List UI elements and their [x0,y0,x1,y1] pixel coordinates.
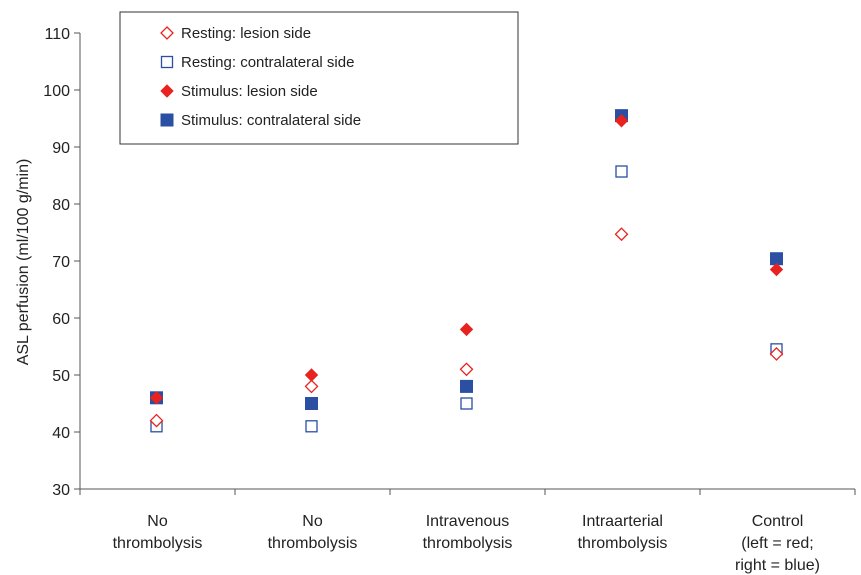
data-point [304,379,319,394]
x-category-label-line: No [302,513,323,530]
data-point [769,262,784,277]
legend-marker [160,26,174,40]
legend-marker [160,84,174,98]
y-tick-label: 100 [43,83,70,100]
legend-marker [160,55,174,69]
y-tick-label: 70 [52,254,70,271]
x-category-label: Intravenous thrombolysis [423,513,513,552]
data-points [149,109,784,433]
x-category-label-line: thrombolysis [268,535,358,552]
x-category-label-line: right = blue) [735,557,820,574]
y-tick-label: 110 [44,26,70,43]
data-point [459,362,474,377]
y-axis: 30 40 50 60 70 80 90 100 110 [43,26,81,499]
x-category-label-line: thrombolysis [578,535,668,552]
legend: Resting: lesion side Resting: contralater… [119,11,519,145]
data-point [615,165,628,178]
data-point [460,397,473,410]
legend-label: Stimulus: contralateral side [181,112,361,129]
legend-marker [160,113,174,127]
y-tick-label: 30 [52,482,70,499]
x-category-label-line: Intravenous [426,513,510,530]
data-point [149,391,164,405]
y-tick-label: 50 [52,368,70,385]
y-tick-label: 80 [52,197,70,214]
x-category-label-line: Control [752,513,804,530]
data-point [459,322,474,337]
x-category-label: Intraarterial thrombolysis [578,513,668,552]
legend-label: Resting: contralateral side [181,54,354,71]
x-category-label-line: thrombolysis [423,535,513,552]
x-category-label: Control (left = red; right = blue) [735,513,820,574]
y-tick-label: 40 [52,425,70,442]
data-point [305,397,318,410]
legend-label: Resting: lesion side [181,25,311,42]
x-category-label-line: thrombolysis [113,535,203,552]
data-point [149,413,164,428]
data-point [305,420,318,433]
data-point [460,379,473,393]
data-point [769,346,784,361]
x-axis: No thrombolysis No thrombolysis Intravenous t… [79,488,856,574]
data-point [304,368,319,382]
x-category-label: No thrombolysis [268,513,358,552]
x-category-label-line: Intraarterial [582,513,663,530]
x-category-label-line: (left = red; [741,535,813,552]
legend-box [119,11,519,145]
y-axis-title: ASL perfusion (ml/100 g/min) [15,159,32,366]
legend-label: Stimulus: lesion side [181,83,318,100]
y-tick-label: 90 [52,140,70,157]
y-tick-label: 60 [52,311,70,328]
x-category-label-line: No [147,513,168,530]
x-category-label: No thrombolysis [113,513,203,552]
data-point [614,114,629,128]
data-point [614,227,629,242]
